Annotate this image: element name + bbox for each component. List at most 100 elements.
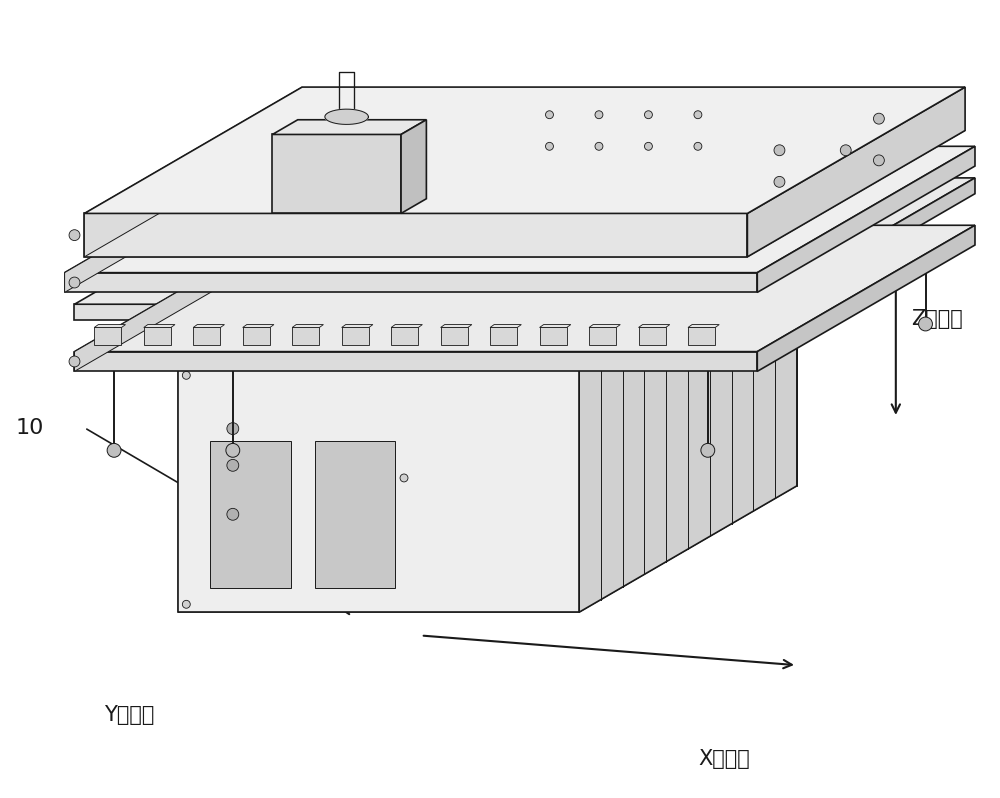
Circle shape [840,144,851,156]
Circle shape [774,176,785,188]
Polygon shape [292,327,319,346]
Circle shape [69,277,80,288]
Polygon shape [688,325,719,327]
Polygon shape [490,325,521,327]
Polygon shape [446,238,708,365]
Polygon shape [396,241,797,486]
Polygon shape [243,327,270,346]
Polygon shape [312,238,574,365]
Polygon shape [391,325,422,327]
Polygon shape [325,109,368,124]
Circle shape [182,600,190,608]
Polygon shape [243,325,274,327]
Polygon shape [84,87,965,213]
Polygon shape [357,238,619,365]
Polygon shape [441,327,468,346]
Polygon shape [267,238,530,365]
Polygon shape [497,358,528,365]
Circle shape [873,155,884,166]
Text: X轴方向: X轴方向 [698,749,750,769]
Text: 10: 10 [15,417,43,437]
Polygon shape [401,238,663,365]
Polygon shape [589,327,616,346]
Circle shape [644,142,652,150]
Polygon shape [541,358,573,365]
Polygon shape [315,440,395,588]
Text: Z轴方向: Z轴方向 [911,309,962,329]
Circle shape [227,460,239,472]
Polygon shape [74,225,292,371]
Text: Y轴方向: Y轴方向 [104,705,155,725]
Polygon shape [540,325,571,327]
Circle shape [546,111,553,119]
Polygon shape [452,358,484,365]
Circle shape [644,111,652,119]
Polygon shape [757,146,975,292]
Circle shape [69,356,80,367]
Polygon shape [319,358,350,365]
Polygon shape [391,327,418,346]
Polygon shape [94,327,121,346]
Polygon shape [535,238,797,365]
Polygon shape [639,325,670,327]
Polygon shape [272,120,426,134]
Polygon shape [490,238,752,365]
Circle shape [595,142,603,150]
Circle shape [325,317,339,331]
Polygon shape [65,273,757,292]
Polygon shape [229,358,261,365]
Text: 11: 11 [906,190,934,210]
Polygon shape [490,327,517,346]
Circle shape [182,371,190,379]
Circle shape [595,111,603,119]
Polygon shape [223,238,485,365]
Polygon shape [178,367,579,612]
Circle shape [107,444,121,457]
Circle shape [919,317,932,331]
Polygon shape [441,325,472,327]
Polygon shape [292,325,323,327]
Polygon shape [757,225,975,371]
Polygon shape [84,87,302,257]
Circle shape [701,444,715,457]
Polygon shape [363,358,395,365]
Polygon shape [84,213,747,257]
Polygon shape [193,325,224,327]
Polygon shape [579,241,797,612]
Polygon shape [178,238,441,365]
Polygon shape [540,327,567,346]
Polygon shape [274,358,306,365]
Polygon shape [401,120,426,213]
Circle shape [694,142,702,150]
Polygon shape [178,241,396,612]
Circle shape [227,508,239,520]
Polygon shape [639,327,666,346]
Circle shape [69,230,80,240]
Polygon shape [185,358,216,365]
Circle shape [546,142,553,150]
Polygon shape [193,327,220,346]
Polygon shape [74,178,975,304]
Polygon shape [94,325,126,327]
Polygon shape [65,146,975,273]
Polygon shape [74,352,757,371]
Polygon shape [589,325,620,327]
Polygon shape [747,87,965,257]
Polygon shape [342,327,369,346]
Circle shape [694,111,702,119]
Polygon shape [178,486,797,612]
Polygon shape [74,304,757,320]
Polygon shape [65,146,282,292]
Polygon shape [74,225,975,352]
Polygon shape [144,327,171,346]
Polygon shape [84,131,965,257]
Polygon shape [408,358,439,365]
Circle shape [227,423,239,435]
Polygon shape [272,134,401,213]
Circle shape [400,474,408,482]
Polygon shape [342,325,373,327]
Circle shape [774,144,785,156]
Polygon shape [210,440,291,588]
Polygon shape [688,327,715,346]
Polygon shape [757,178,975,320]
